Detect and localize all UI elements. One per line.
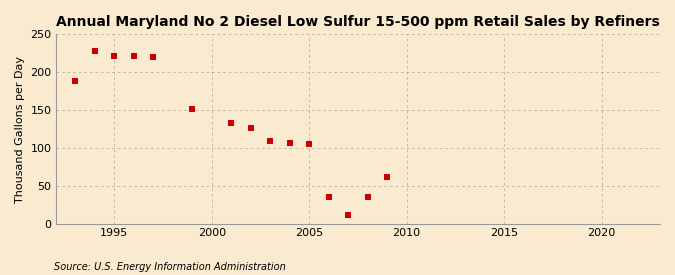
Text: Source: U.S. Energy Information Administration: Source: U.S. Energy Information Administ… xyxy=(54,262,286,272)
Point xyxy=(382,175,393,179)
Point xyxy=(343,213,354,218)
Point xyxy=(245,125,256,130)
Point xyxy=(128,53,139,58)
Point xyxy=(323,195,334,199)
Point xyxy=(187,106,198,111)
Point xyxy=(304,142,315,147)
Point xyxy=(265,139,275,143)
Point xyxy=(109,53,119,58)
Point xyxy=(148,55,159,59)
Point xyxy=(284,141,295,145)
Y-axis label: Thousand Gallons per Day: Thousand Gallons per Day xyxy=(15,56,25,203)
Point xyxy=(226,121,237,125)
Point xyxy=(89,49,100,53)
Point xyxy=(70,79,81,84)
Point xyxy=(362,195,373,199)
Title: Annual Maryland No 2 Diesel Low Sulfur 15-500 ppm Retail Sales by Refiners: Annual Maryland No 2 Diesel Low Sulfur 1… xyxy=(56,15,659,29)
